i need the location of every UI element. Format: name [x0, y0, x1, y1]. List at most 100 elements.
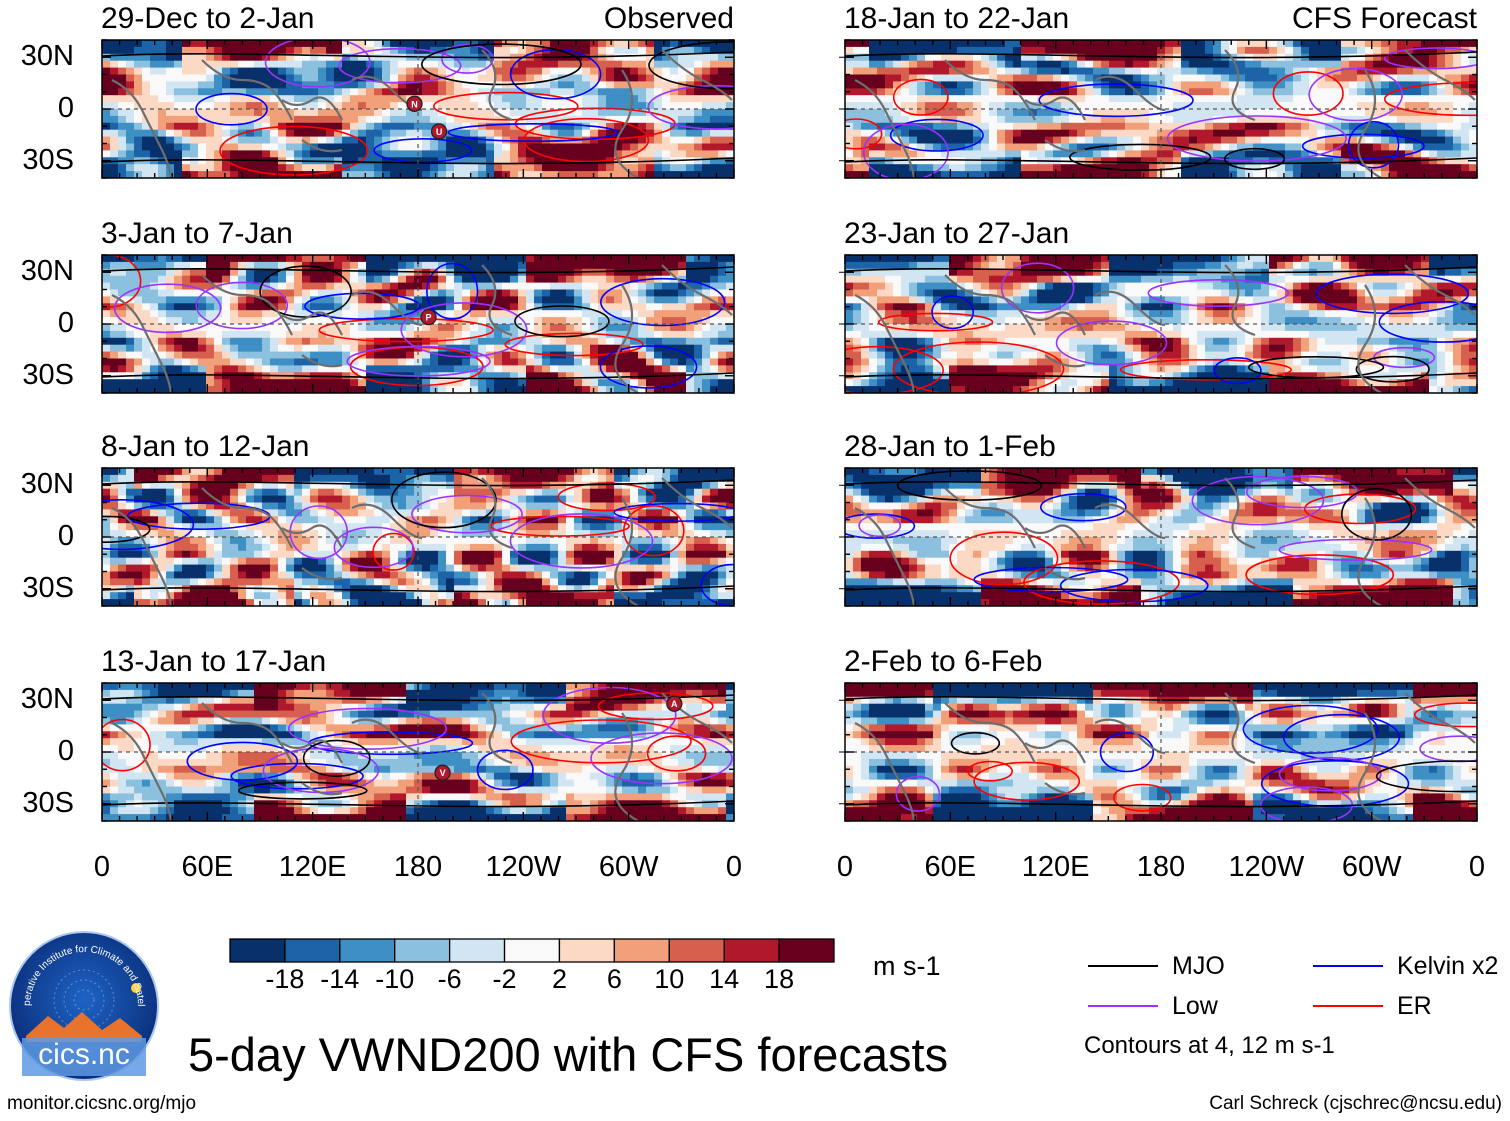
- heatmap-cell: [566, 275, 575, 284]
- heatmap-cell: [598, 509, 607, 517]
- heatmap-cell: [438, 330, 447, 339]
- heatmap-cell: [374, 330, 383, 339]
- heatmap-cell: [526, 379, 535, 387]
- coastline: [301, 567, 343, 581]
- heatmap-cell: [494, 379, 503, 387]
- heatmap-cell: [318, 275, 327, 284]
- heatmap-cell: [558, 289, 567, 297]
- heatmap-cell: [710, 585, 719, 593]
- heatmap-cell: [678, 67, 687, 76]
- heatmap-cell: [270, 115, 279, 124]
- heatmap-cell: [670, 296, 679, 304]
- heatmap-cell: [670, 578, 679, 586]
- heatmap-cell: [550, 67, 559, 76]
- heatmap-cell: [254, 474, 263, 483]
- heatmap-cell: [454, 275, 463, 284]
- heatmap-cell: [270, 330, 279, 339]
- heatmap-cell: [542, 164, 551, 172]
- heatmap-cell: [278, 578, 287, 586]
- heatmap-cell: [598, 81, 607, 89]
- heatmap-cell: [294, 303, 303, 311]
- heatmap-cell: [302, 109, 311, 117]
- heatmap-cell: [670, 683, 679, 691]
- heatmap-cell: [374, 282, 383, 291]
- heatmap-cell: [246, 523, 255, 531]
- heatmap-cell: [158, 386, 167, 393]
- heatmap-cell: [718, 543, 727, 552]
- heatmap-cell: [654, 53, 663, 62]
- heatmap-cell: [454, 60, 463, 69]
- heatmap-cell: [430, 537, 439, 545]
- heatmap-cell: [614, 164, 623, 172]
- heatmap-cell: [630, 578, 639, 586]
- heatmap-cell: [214, 351, 223, 360]
- heatmap-cell: [374, 372, 383, 380]
- heatmap-cell: [710, 115, 719, 124]
- heatmap-cell: [142, 592, 151, 600]
- heatmap-cell: [518, 296, 527, 304]
- heatmap-cell: [726, 164, 734, 172]
- heatmap-cell: [382, 585, 391, 593]
- heatmap-cell: [414, 550, 423, 559]
- heatmap-cell: [102, 109, 111, 117]
- heatmap-cell: [726, 537, 734, 545]
- heatmap-cell: [366, 268, 375, 277]
- heatmap-cell: [558, 81, 567, 89]
- heatmap-cell: [598, 40, 607, 48]
- heatmap-cell: [150, 351, 159, 360]
- heatmap-cell: [646, 60, 655, 69]
- heatmap-cell: [686, 488, 695, 497]
- heatmap-cell: [390, 495, 399, 504]
- heatmap-cell: [366, 310, 375, 318]
- heatmap-cell: [166, 351, 175, 360]
- heatmap-cell: [478, 344, 487, 353]
- heatmap-cell: [566, 143, 575, 151]
- heatmap-cell: [614, 136, 623, 145]
- heatmap-cell: [502, 530, 511, 538]
- heatmap-cell: [150, 543, 159, 552]
- heatmap-cell: [454, 296, 463, 304]
- heatmap-cell: [110, 592, 119, 600]
- heatmap-cell: [118, 365, 127, 373]
- heatmap-cell: [342, 365, 351, 373]
- heatmap-cell: [118, 88, 127, 96]
- heatmap-cell: [302, 683, 311, 691]
- heatmap-cell: [254, 571, 263, 579]
- heatmap-cell: [558, 578, 567, 586]
- heatmap-cell: [406, 509, 415, 517]
- heatmap-cell: [614, 495, 623, 504]
- heatmap-cell: [390, 481, 399, 490]
- heatmap-cell: [214, 53, 223, 62]
- heatmap-cell: [334, 40, 343, 48]
- heatmap-cell: [350, 689, 359, 698]
- heatmap-cell: [126, 324, 135, 332]
- heatmap-cell: [254, 481, 263, 490]
- heatmap-cell: [606, 585, 615, 593]
- heatmap-cell: [534, 129, 543, 138]
- heatmap-cell: [454, 468, 463, 476]
- heatmap-cell: [534, 509, 543, 517]
- heatmap-cell: [198, 171, 207, 178]
- heatmap-cell: [334, 275, 343, 284]
- heatmap-cell: [134, 143, 143, 151]
- heatmap-cell: [262, 317, 271, 325]
- heatmap-cell: [358, 543, 367, 552]
- heatmap-cell: [358, 488, 367, 497]
- heatmap-cell: [638, 488, 647, 497]
- heatmap-cell: [422, 585, 431, 593]
- heatmap-cell: [534, 296, 543, 304]
- heatmap-cell: [462, 95, 471, 103]
- heatmap-cell: [390, 543, 399, 552]
- heatmap-cell: [342, 516, 351, 524]
- heatmap-cell: [318, 495, 327, 504]
- heatmap-cell: [478, 129, 487, 138]
- heatmap-cell: [374, 255, 383, 263]
- heatmap-cell: [718, 557, 727, 566]
- heatmap-cell: [286, 344, 295, 353]
- heatmap-cell: [134, 46, 143, 55]
- heatmap-cell: [262, 46, 271, 55]
- heatmap-cell: [134, 386, 143, 393]
- heatmap-cell: [470, 102, 479, 110]
- heatmap-cell: [550, 386, 559, 393]
- heatmap-cell: [190, 129, 199, 138]
